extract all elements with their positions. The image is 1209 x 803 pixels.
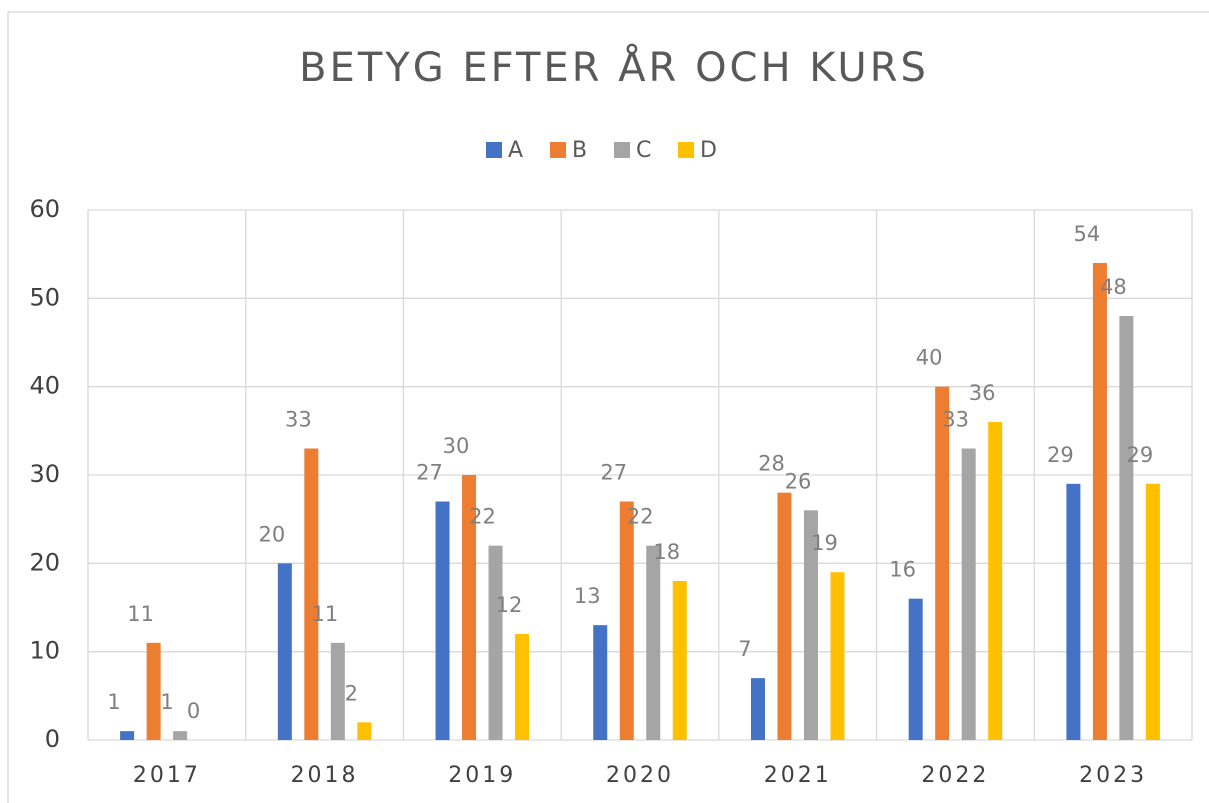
bar xyxy=(908,598,923,740)
data-label: 30 xyxy=(443,434,470,458)
y-tick-label: 60 xyxy=(29,195,60,223)
bar xyxy=(1066,483,1081,740)
data-label: 29 xyxy=(1127,443,1154,467)
data-label: 18 xyxy=(653,540,680,564)
bar xyxy=(515,634,530,740)
bar xyxy=(988,422,1003,740)
data-label: 54 xyxy=(1074,222,1101,246)
bar xyxy=(1145,483,1160,740)
legend-label: D xyxy=(700,138,717,163)
bar xyxy=(750,678,765,740)
chart-frame xyxy=(7,11,1209,803)
x-tick-label: 2022 xyxy=(921,763,989,788)
data-label: 0 xyxy=(187,699,200,723)
data-label: 1 xyxy=(160,690,173,714)
y-tick-label: 50 xyxy=(29,283,60,311)
data-label: 12 xyxy=(496,593,523,617)
bar xyxy=(777,492,792,740)
data-label: 20 xyxy=(258,522,285,546)
y-tick-label: 30 xyxy=(29,460,60,488)
data-label: 2 xyxy=(345,681,358,705)
data-label: 33 xyxy=(942,408,969,432)
y-tick-label: 10 xyxy=(29,637,60,665)
bar xyxy=(277,563,292,740)
bar xyxy=(961,448,976,740)
bar xyxy=(462,475,477,740)
bar xyxy=(304,448,319,740)
bar xyxy=(830,572,845,740)
data-label: 16 xyxy=(889,558,916,582)
x-tick-label: 2018 xyxy=(291,763,359,788)
x-tick-label: 2017 xyxy=(133,763,201,788)
bar xyxy=(357,722,372,740)
data-label: 13 xyxy=(574,584,601,608)
bar xyxy=(173,731,188,740)
data-label: 26 xyxy=(785,469,812,493)
chart-title: BETYG EFTER ÅR OCH KURS xyxy=(299,43,929,91)
y-tick-label: 40 xyxy=(29,372,60,400)
data-label: 27 xyxy=(416,461,443,485)
bar xyxy=(672,581,687,740)
x-tick-label: 2023 xyxy=(1079,763,1147,788)
data-label: 40 xyxy=(916,346,943,370)
bar xyxy=(593,625,608,740)
y-tick-label: 0 xyxy=(45,725,60,753)
bar xyxy=(803,510,818,740)
legend-swatch xyxy=(614,142,630,158)
bar xyxy=(935,386,950,740)
bar xyxy=(1119,316,1134,740)
x-tick-label: 2021 xyxy=(764,763,832,788)
bar xyxy=(120,731,135,740)
data-label: 7 xyxy=(738,637,751,661)
x-tick-label: 2020 xyxy=(606,763,674,788)
bar xyxy=(488,545,503,740)
bar xyxy=(619,501,634,740)
data-label: 29 xyxy=(1047,443,1074,467)
legend-swatch xyxy=(678,142,694,158)
legend-label: C xyxy=(636,138,651,163)
bar xyxy=(146,642,161,740)
data-label: 27 xyxy=(600,461,627,485)
bar xyxy=(330,642,345,740)
data-label: 1 xyxy=(107,690,120,714)
x-tick-label: 2019 xyxy=(448,763,516,788)
data-label: 22 xyxy=(627,505,654,529)
data-label: 28 xyxy=(758,452,785,476)
data-label: 11 xyxy=(311,602,338,626)
y-tick-label: 20 xyxy=(29,548,60,576)
data-label: 22 xyxy=(469,505,496,529)
legend-label: A xyxy=(508,138,523,163)
data-label: 48 xyxy=(1100,275,1127,299)
data-label: 36 xyxy=(969,381,996,405)
legend-swatch xyxy=(486,142,502,158)
data-label: 19 xyxy=(811,531,838,555)
bar xyxy=(435,501,450,740)
bar xyxy=(646,545,661,740)
bar xyxy=(1092,263,1107,740)
data-label: 11 xyxy=(127,602,154,626)
data-label: 33 xyxy=(285,408,312,432)
legend-label: B xyxy=(572,138,587,163)
legend-swatch xyxy=(550,142,566,158)
